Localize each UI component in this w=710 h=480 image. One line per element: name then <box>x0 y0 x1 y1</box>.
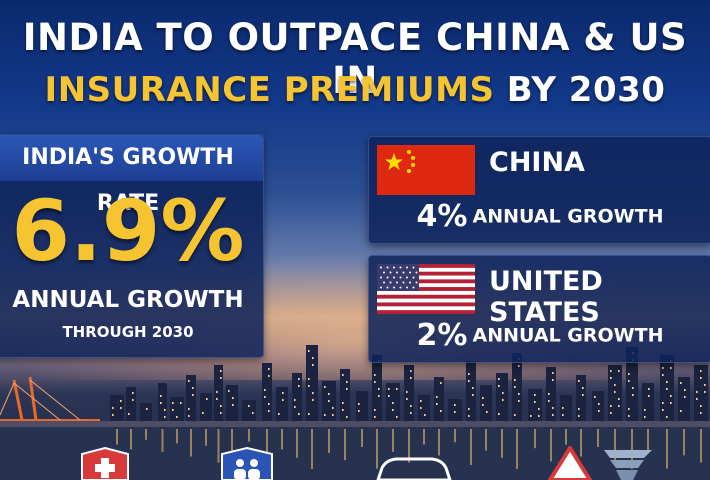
us-label: UNITED STATES <box>489 266 603 328</box>
us-growth-rate: 2% <box>416 318 468 353</box>
india-growth-panel: INDIA'S GROWTH RATE 6.9% ANNUAL GROWTH T… <box>0 134 264 358</box>
us-flag-icon <box>377 264 475 314</box>
headline-line-2: INSURANCE PREMIUMS BY 2030 <box>0 70 710 110</box>
china-growth-panel: CHINA 4% ANNUAL GROWTH <box>368 136 710 244</box>
us-growth-panel: UNITED STATES 2% ANNUAL GROWTH <box>368 255 710 363</box>
india-growth-period: THROUGH 2030 <box>62 323 194 341</box>
headline-line-1: INDIA TO OUTPACE CHINA & US IN <box>22 16 688 102</box>
india-growth-rate: 6.9% <box>11 182 245 280</box>
china-label: CHINA <box>489 147 585 178</box>
tornado-icon <box>604 450 652 480</box>
headline-highlight: INSURANCE PREMIUMS <box>44 70 495 110</box>
bridge-illustration <box>0 376 100 421</box>
china-flag-icon <box>377 145 475 195</box>
india-panel-heading: INDIA'S GROWTH RATE <box>0 135 263 216</box>
health-shield-icon <box>81 446 129 480</box>
china-growth-rate: 4% <box>416 199 468 234</box>
india-growth-label: ANNUAL GROWTH <box>12 287 244 313</box>
us-growth-line: 2% ANNUAL GROWTH <box>369 318 710 353</box>
us-growth-label: ANNUAL GROWTH <box>472 324 664 347</box>
family-shield-icon <box>221 446 273 480</box>
car-icon <box>376 457 452 480</box>
china-growth-label: ANNUAL GROWTH <box>472 205 664 228</box>
warning-icon <box>548 446 593 480</box>
china-growth-line: 4% ANNUAL GROWTH <box>369 199 710 234</box>
headline-year: BY 2030 <box>506 70 666 110</box>
